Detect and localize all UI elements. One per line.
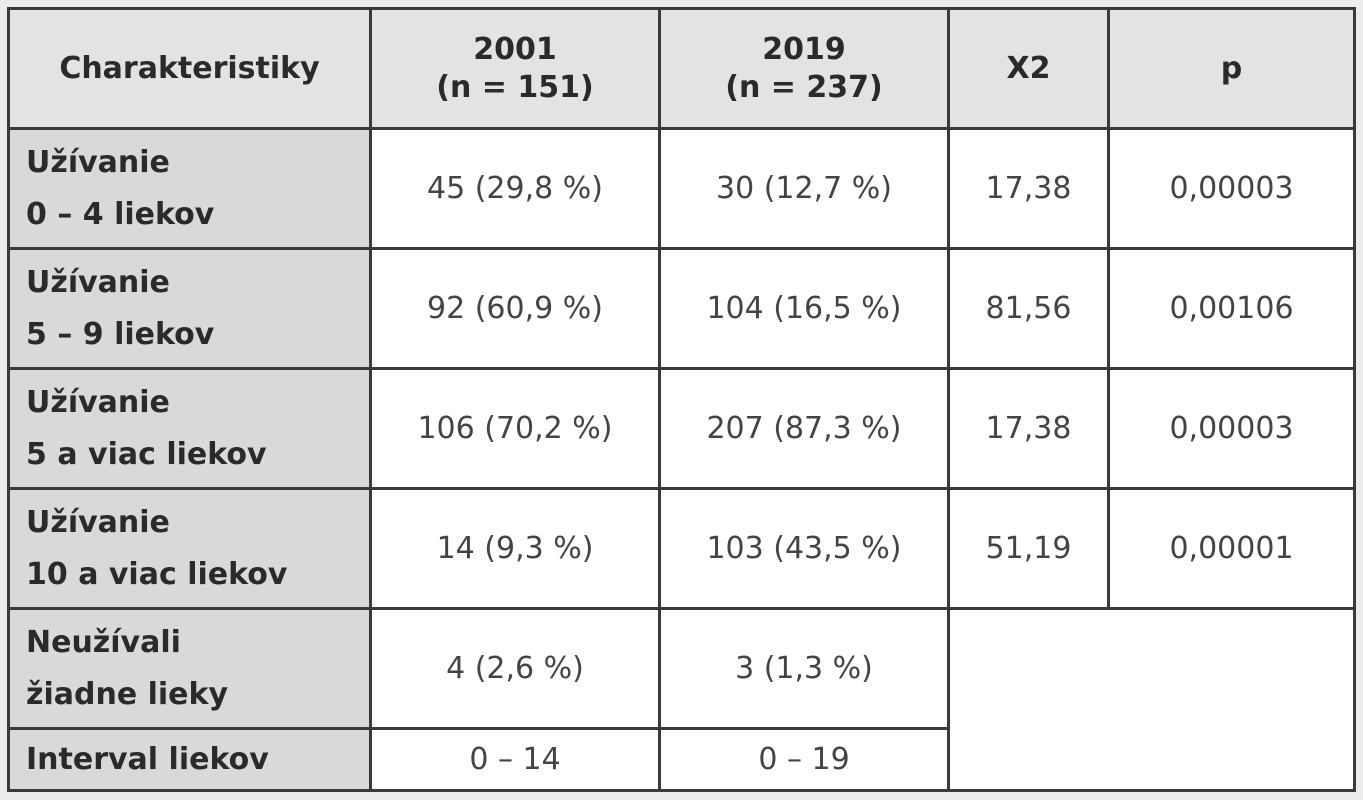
cell-2001: 45 (29,8 %) — [369, 127, 661, 250]
row-label-line: Neužívali — [26, 624, 181, 660]
row-label: Interval liekov — [7, 727, 372, 792]
cell-x2: 17,38 — [947, 127, 1110, 250]
row-label-line: 10 a viac liekov — [26, 556, 288, 592]
header-2001-n: (n = 151) — [436, 69, 594, 105]
cell-2001: 92 (60,9 %) — [369, 247, 661, 370]
row-label-line: 0 – 4 liekov — [26, 196, 215, 232]
table-row: Neužívali žiadne lieky 4 (2,6 %) 3 (1,3 … — [7, 607, 1356, 792]
cell-2019: 30 (12,7 %) — [658, 127, 950, 250]
row-label-line: Interval liekov — [26, 741, 269, 777]
header-characteristics: Charakteristiky — [7, 7, 372, 130]
table-row: Užívanie 10 a viac liekov 14 (9,3 %) 103… — [7, 487, 1356, 610]
cell-2001: 0 – 14 — [369, 727, 661, 792]
row-label: Užívanie 0 – 4 liekov — [7, 127, 372, 250]
row-label-line: Užívanie — [26, 384, 170, 420]
cell-2001: 4 (2,6 %) — [369, 607, 661, 730]
empty-cell — [947, 607, 1356, 792]
header-2001-year: 2001 — [473, 31, 557, 67]
cell-x2: 51,19 — [947, 487, 1110, 610]
table-row: Užívanie 5 a viac liekov 106 (70,2 %) 20… — [7, 367, 1356, 490]
header-row: Charakteristiky 2001 (n = 151) 2019 (n =… — [7, 7, 1356, 130]
cell-x2: 17,38 — [947, 367, 1110, 490]
table-wrapper: Charakteristiky 2001 (n = 151) 2019 (n =… — [7, 7, 1356, 792]
header-p: p — [1107, 7, 1356, 130]
table-row: Užívanie 5 – 9 liekov 92 (60,9 %) 104 (1… — [7, 247, 1356, 370]
cell-p: 0,00003 — [1107, 367, 1356, 490]
table-row: Interval liekov 0 – 14 0 – 19 — [7, 727, 1355, 792]
cell-2019: 0 – 19 — [658, 727, 950, 792]
header-p-text: p — [1220, 50, 1243, 86]
row-label: Užívanie 10 a viac liekov — [7, 487, 372, 610]
cell-2019: 103 (43,5 %) — [658, 487, 950, 610]
cell-2019: 104 (16,5 %) — [658, 247, 950, 370]
cell-p: 0,00001 — [1107, 487, 1356, 610]
cell-2019: 207 (87,3 %) — [658, 367, 950, 490]
row-label-line: Užívanie — [26, 264, 170, 300]
header-2019-year: 2019 — [762, 31, 846, 67]
header-2019: 2019 (n = 237) — [658, 7, 950, 130]
row-label-line: 5 a viac liekov — [26, 436, 267, 472]
row-label-line: Užívanie — [26, 144, 170, 180]
header-2001: 2001 (n = 151) — [369, 7, 661, 130]
header-x2-text: X2 — [1006, 50, 1051, 86]
medication-comparison-table: Charakteristiky 2001 (n = 151) 2019 (n =… — [7, 7, 1356, 792]
cell-p: 0,00003 — [1107, 127, 1356, 250]
row-label-line: Užívanie — [26, 504, 170, 540]
cell-2019: 3 (1,3 %) — [658, 607, 950, 730]
header-2019-n: (n = 237) — [725, 69, 883, 105]
header-characteristics-text: Charakteristiky — [59, 50, 320, 86]
row-label-line: 5 – 9 liekov — [26, 316, 215, 352]
header-x2: X2 — [947, 7, 1110, 130]
row-label-line: žiadne lieky — [26, 676, 229, 712]
cell-2001: 106 (70,2 %) — [369, 367, 661, 490]
cell-p: 0,00106 — [1107, 247, 1356, 370]
row-label: Užívanie 5 – 9 liekov — [7, 247, 372, 370]
cell-x2: 81,56 — [947, 247, 1110, 370]
row-label: Neužívali žiadne lieky — [7, 607, 372, 730]
table-row: Užívanie 0 – 4 liekov 45 (29,8 %) 30 (12… — [7, 127, 1356, 250]
cell-2001: 14 (9,3 %) — [369, 487, 661, 610]
row-label: Užívanie 5 a viac liekov — [7, 367, 372, 490]
